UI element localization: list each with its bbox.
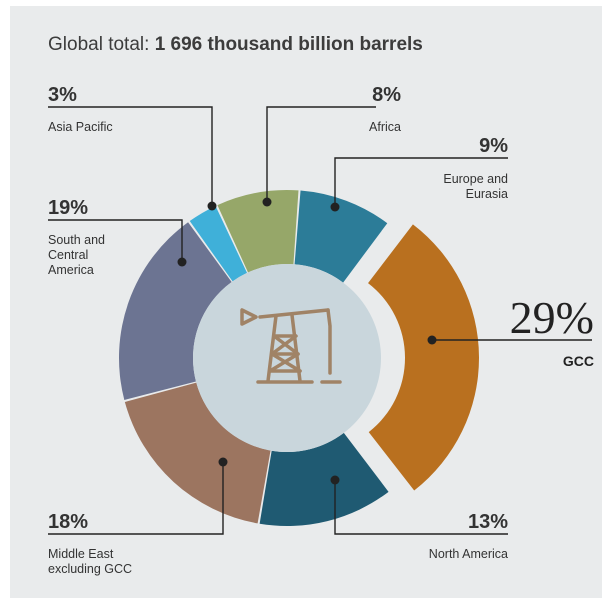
slice-south-and-central-america [119,222,232,400]
center-disc [193,264,381,452]
reserves-donut-chart: Global total: 1 696 thousand billion bar… [48,34,594,576]
label-south-central-america-line-3: America [48,263,94,277]
leader-africa [266,106,376,202]
oil-pump-icon [240,308,342,384]
pct-label-gcc: 29% [510,292,594,343]
leader-lines [48,106,592,535]
chart-frame: Global total: 1 696 thousand billion bar… [10,6,602,598]
slice-africa [217,190,299,273]
label-africa: Africa [369,120,401,134]
slice-gcc [368,224,479,491]
leader-north-america [334,480,508,535]
label-south-central-america-line-1: South and [48,233,105,247]
pct-label-south-central-america: 19% [48,197,88,219]
chart-title: Global total: 1 696 thousand billion bar… [48,34,423,55]
leader-europe-eurasia [334,157,508,207]
label-europe-eurasia-line-1: Europe and [443,172,508,186]
label-gcc: GCC [563,353,594,369]
donut-slices [119,190,479,526]
pct-label-africa: 8% [372,84,401,106]
leader-south-central-america [48,219,183,262]
label-asia-pacific: Asia Pacific [48,120,113,134]
pct-label-middle-east: 18% [48,511,88,533]
pct-label-europe-eurasia: 9% [479,135,508,157]
label-europe-eurasia-line-2: Eurasia [466,187,508,201]
chart-title-value: 1 696 thousand billion barrels [155,34,423,55]
pct-label-north-america: 13% [468,511,508,533]
label-south-central-america-line-2: Central [48,248,88,262]
slice-asia-pacific [189,205,248,282]
leader-asia-pacific [48,106,213,206]
chart-title-prefix: Global total: [48,34,149,55]
label-north-america: North America [429,547,508,561]
slice-labels: 3% Asia Pacific 8% Africa 9% Europe and … [48,84,594,576]
label-middle-east-line-1: Middle East [48,547,114,561]
slice-europe-and-eurasia [294,190,388,283]
label-middle-east-line-2: excluding GCC [48,562,132,576]
leader-middle-east [48,462,224,535]
slice-middle-east-excluding-gcc [124,382,271,524]
pct-label-asia-pacific: 3% [48,84,77,106]
slice-north-america [259,432,389,526]
